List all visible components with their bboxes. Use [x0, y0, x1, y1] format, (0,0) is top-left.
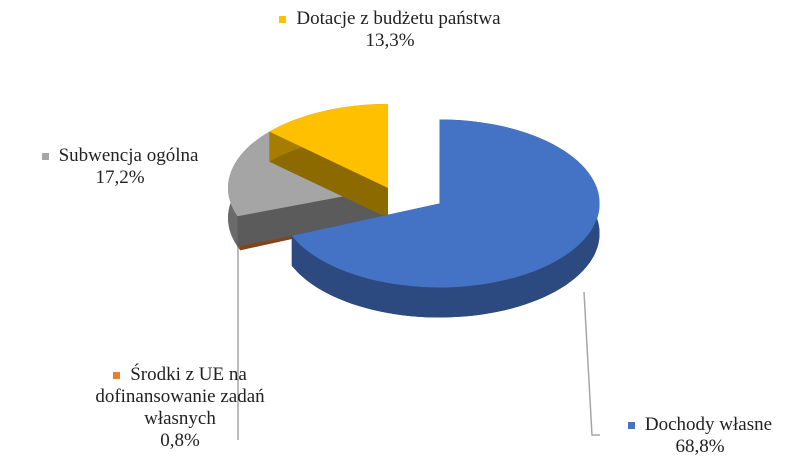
data-label: Subwencja ogólna 17,2% [0, 145, 240, 189]
value-label: 17,2% [95, 167, 145, 188]
slice [269, 104, 388, 218]
legend-swatch [279, 16, 287, 24]
slice-wall [237, 188, 388, 247]
slice [291, 119, 600, 318]
slice-wall [269, 131, 388, 218]
legend-swatch [627, 422, 635, 430]
data-label: Dochody własne 68,8% [600, 414, 800, 458]
category-label: Dochody własne [644, 414, 773, 435]
slice-top [291, 119, 600, 288]
data-label: Dotacje z budżetu państwa 13,3% [270, 8, 510, 52]
slice-top [269, 104, 388, 188]
legend-swatch [41, 153, 49, 161]
data-label: Środki z UE na dofinansowanie zadań włas… [80, 364, 280, 452]
value-label: 0,8% [160, 430, 200, 451]
leader-line [583, 291, 600, 436]
category-label: Dotacje z budżetu państwa [296, 8, 501, 29]
category-label: Subwencja ogólna [58, 145, 199, 166]
value-label: 68,8% [675, 436, 725, 457]
value-label: 13,3% [365, 30, 415, 51]
legend-swatch [113, 372, 121, 380]
category-label: Środki z UE na dofinansowanie zadań włas… [95, 364, 265, 429]
